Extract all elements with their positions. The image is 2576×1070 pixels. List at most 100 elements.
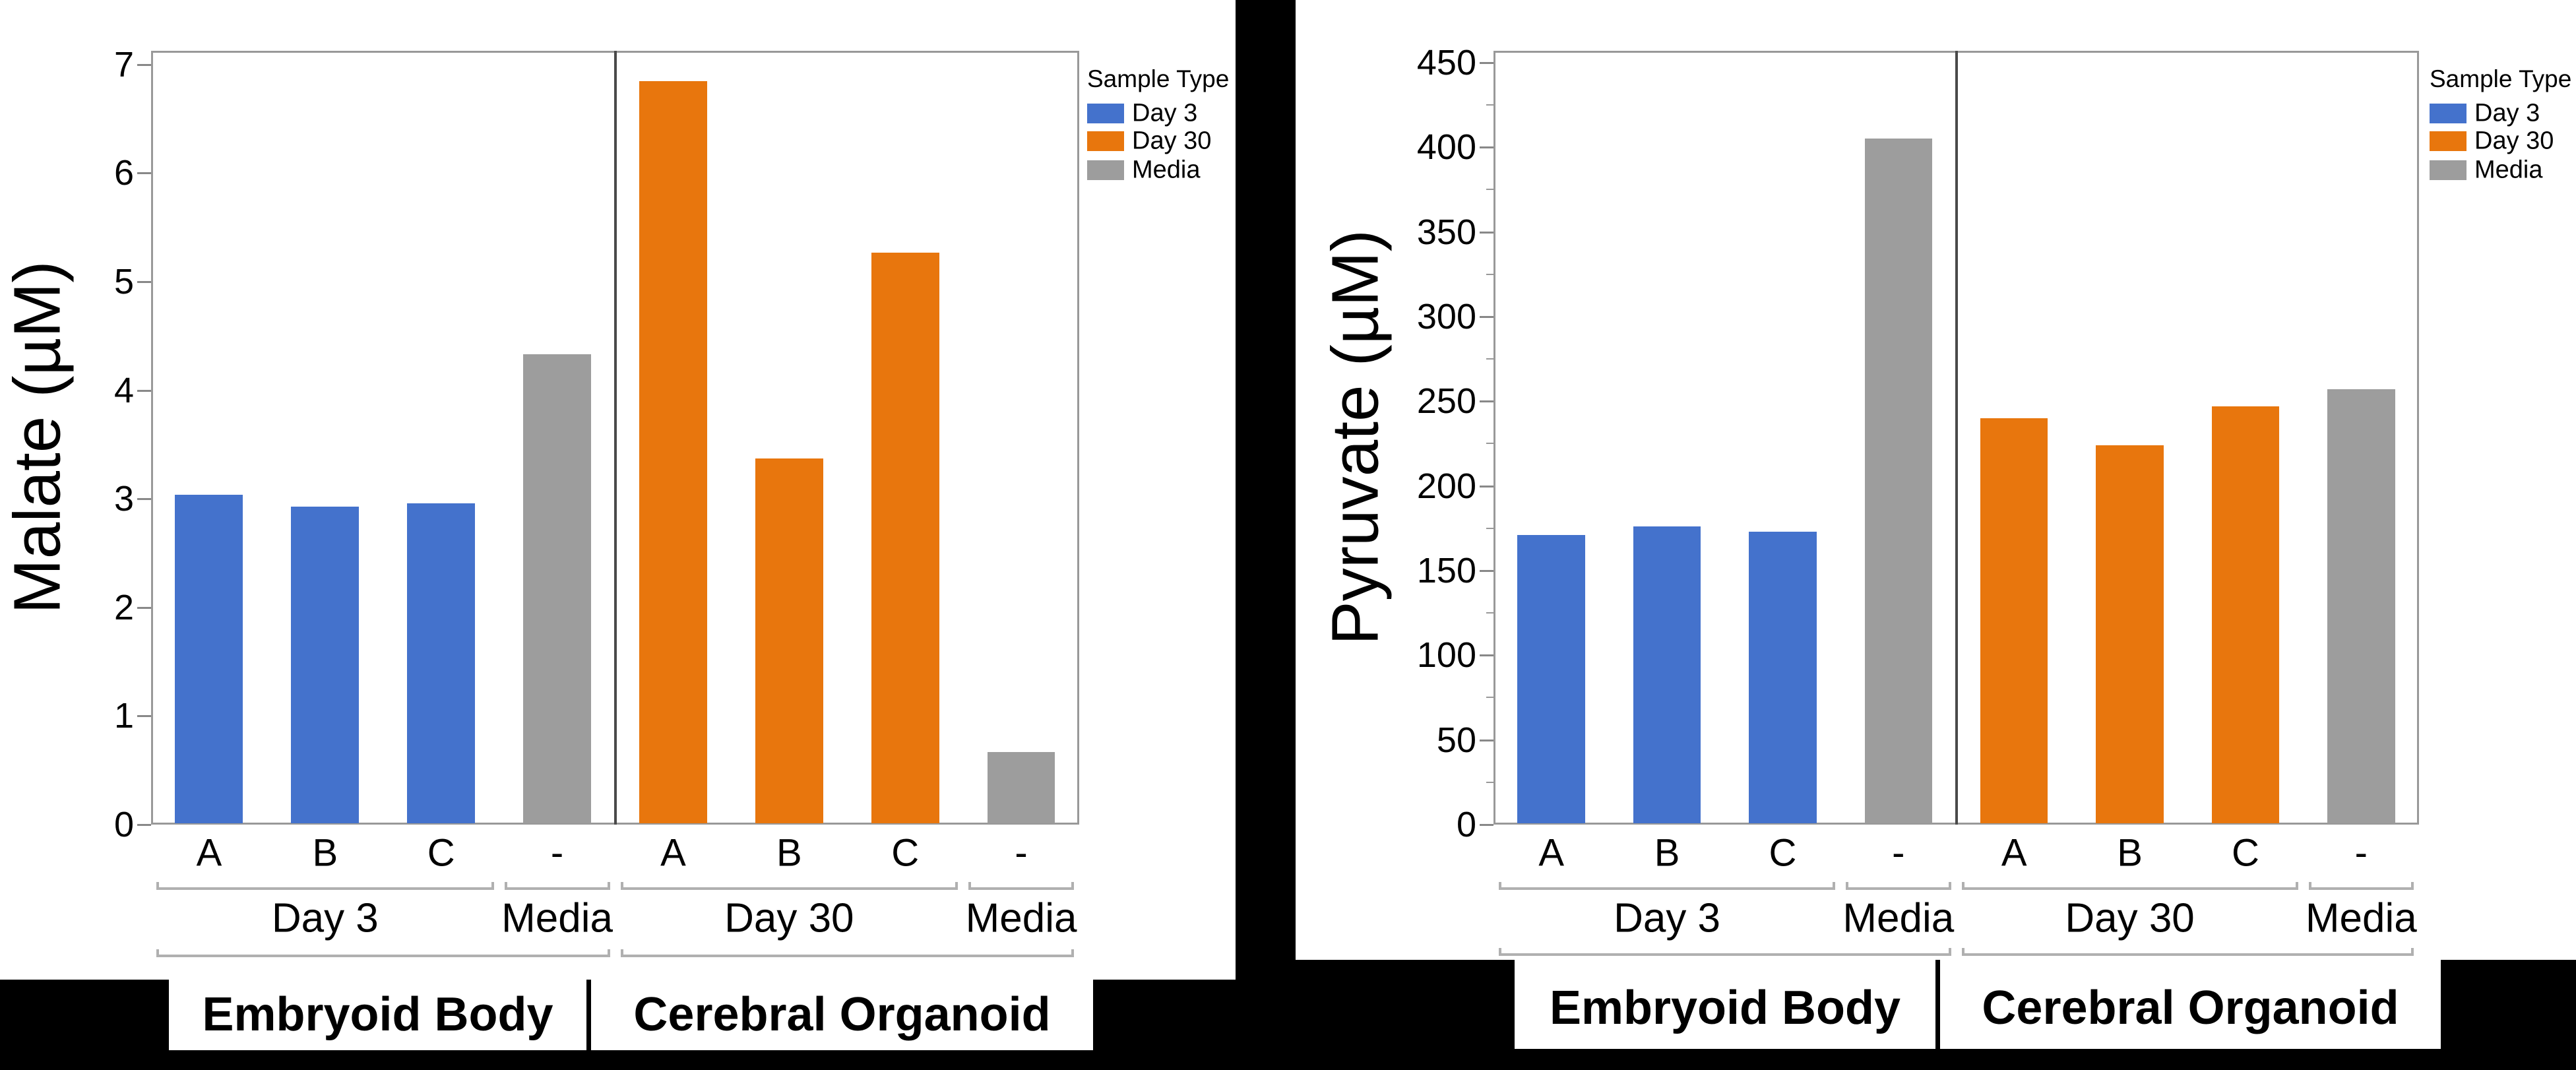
legend-swatch-day30 (2430, 131, 2466, 151)
pyruvate-y-axis-title: Pyruvate (µM) (1318, 230, 1393, 645)
malate-legend-title: Sample Type (1087, 65, 1230, 92)
pyruvate-y-tick-label-0: 0 (1456, 805, 1476, 844)
malate-group-bracket-cap-l-3 (968, 882, 972, 890)
pyruvate-outer-bracket-1 (1961, 953, 2414, 956)
malate-y-tick-label-0: 0 (113, 805, 134, 844)
malate-outer-bracket-cap-r-0 (607, 949, 610, 957)
malate-y-tick-5 (137, 281, 151, 284)
malate-x-tick-label-7: - (1015, 831, 1028, 875)
legend-swatch-media (1087, 160, 1124, 180)
pyruvate-group-bracket-1 (1846, 887, 1951, 890)
malate-group-bracket-cap-l-0 (156, 882, 159, 890)
pyruvate-x-tick-label-1: B (1654, 831, 1680, 875)
pyruvate-category-tab (1515, 960, 2441, 1049)
bar-malate-day30-c (871, 252, 939, 823)
pyruvate-y-tick-label-400: 400 (1416, 127, 1476, 168)
pyruvate-y-tick-label-250: 250 (1416, 381, 1476, 422)
malate-group-bracket-1 (504, 887, 610, 890)
malate-x-tick-label-4: A (660, 831, 686, 875)
pyruvate-group-bracket-cap-l-2 (1961, 882, 1964, 890)
malate-group-label-1: Media (501, 895, 613, 941)
malate-y-tick-3 (137, 498, 151, 501)
pyruvate-y-tick-label-200: 200 (1416, 466, 1476, 506)
malate-y-axis-title: Malate (µM) (0, 261, 75, 614)
pyruvate-x-tick-label-6: C (2231, 831, 2259, 875)
legend-swatch-day30 (1087, 131, 1124, 151)
pyruvate-y-tick-350 (1480, 231, 1493, 234)
bar-malate-day3-b (291, 506, 360, 823)
pyruvate-outer-bracket-cap-l-0 (1499, 948, 1501, 956)
malate-category-tab (169, 980, 1093, 1050)
pyruvate-x-tick-label-5: B (2117, 831, 2143, 875)
pyruvate-x-tick-label-0: A (1538, 831, 1565, 875)
malate-y-tick-2 (137, 606, 151, 609)
malate-panel-divider-line (613, 51, 617, 825)
malate-y-tick-7 (137, 63, 151, 66)
pyruvate-group-bracket-cap-r-3 (2411, 882, 2414, 890)
malate-y-tick-1 (137, 715, 151, 718)
malate-y-tick-label-3: 3 (113, 479, 134, 519)
legend-label-day3: Day 3 (2474, 99, 2540, 127)
bar-malate-day30-a (639, 80, 707, 823)
legend-swatch-media (2430, 160, 2466, 180)
pyruvate-group-bracket-cap-r-1 (1948, 882, 1951, 890)
pyruvate-y-minor-tick-125 (1486, 612, 1493, 614)
pyruvate-y-tick-label-100: 100 (1416, 635, 1476, 676)
malate-y-tick-label-6: 6 (113, 153, 134, 193)
pyruvate-group-bracket-0 (1499, 887, 1836, 890)
malate-panel-label-cerebral-organoid: Cerebral Organoid (633, 988, 1051, 1041)
malate-group-bracket-2 (620, 887, 958, 890)
pyruvate-y-tick-150 (1480, 569, 1493, 572)
malate-tab-divider-line (586, 980, 591, 1050)
pyruvate-y-minor-tick-225 (1486, 443, 1493, 445)
bar-pyruvate-day3-b (1633, 526, 1701, 823)
pyruvate-y-minor-tick-175 (1486, 527, 1493, 529)
bar-malate-day3-a (175, 494, 243, 823)
bar-malate-day30-b (755, 458, 823, 823)
pyruvate-tab-divider-line (1935, 960, 1940, 1049)
malate-group-label-3: Media (965, 895, 1077, 941)
malate-y-tick-label-7: 7 (113, 44, 134, 84)
pyruvate-y-minor-tick-75 (1486, 697, 1493, 699)
malate-group-bracket-cap-r-3 (1071, 882, 1074, 890)
pyruvate-group-bracket-cap-l-1 (1846, 882, 1849, 890)
pyruvate-x-tick-label-7: - (2354, 831, 2368, 875)
pyruvate-y-tick-label-350: 350 (1416, 212, 1476, 252)
pyruvate-group-label-2: Day 30 (2065, 895, 2195, 941)
bar-pyruvate-day3-c (1749, 531, 1817, 823)
pyruvate-y-tick-100 (1480, 654, 1493, 657)
bar-pyruvate-media-media (1864, 139, 1933, 823)
pyruvate-y-tick-450 (1480, 61, 1493, 64)
pyruvate-y-minor-tick-25 (1486, 781, 1493, 783)
pyruvate-x-tick-label-3: - (1892, 831, 1905, 875)
malate-outer-bracket-cap-l-0 (156, 949, 159, 957)
malate-x-tick-label-3: - (550, 831, 564, 875)
pyruvate-outer-bracket-0 (1499, 953, 1951, 956)
malate-group-bracket-cap-l-2 (620, 882, 623, 890)
pyruvate-outer-bracket-cap-r-1 (2411, 948, 2414, 956)
malate-outer-bracket-0 (156, 955, 610, 957)
pyruvate-group-label-3: Media (2305, 895, 2417, 941)
bar-pyruvate-day30-b (2096, 445, 2164, 823)
pyruvate-x-tick-label-2: C (1769, 831, 1797, 875)
pyruvate-y-tick-label-450: 450 (1416, 42, 1476, 82)
pyruvate-y-tick-300 (1480, 315, 1493, 318)
pyruvate-y-tick-250 (1480, 400, 1493, 403)
pyruvate-outer-bracket-cap-r-0 (1948, 948, 1951, 956)
pyruvate-y-minor-tick-275 (1486, 358, 1493, 360)
malate-x-tick-label-1: B (312, 831, 338, 875)
pyruvate-panel-label-cerebral-organoid: Cerebral Organoid (1982, 982, 2399, 1034)
pyruvate-x-tick-label-4: A (2001, 831, 2027, 875)
malate-x-tick-label-0: A (196, 831, 222, 875)
pyruvate-y-tick-50 (1480, 739, 1493, 741)
pyruvate-group-bracket-cap-r-2 (2295, 882, 2298, 890)
malate-x-tick-label-6: C (891, 831, 920, 875)
malate-x-tick-label-5: B (776, 831, 802, 875)
legend-label-day3: Day 3 (1132, 99, 1198, 127)
pyruvate-group-bracket-cap-l-3 (2308, 882, 2311, 890)
pyruvate-y-tick-label-150: 150 (1416, 550, 1476, 590)
pyruvate-panel-divider-line (1955, 51, 1958, 825)
bar-malate-media-media (987, 751, 1055, 823)
pyruvate-y-minor-tick-325 (1486, 273, 1493, 275)
